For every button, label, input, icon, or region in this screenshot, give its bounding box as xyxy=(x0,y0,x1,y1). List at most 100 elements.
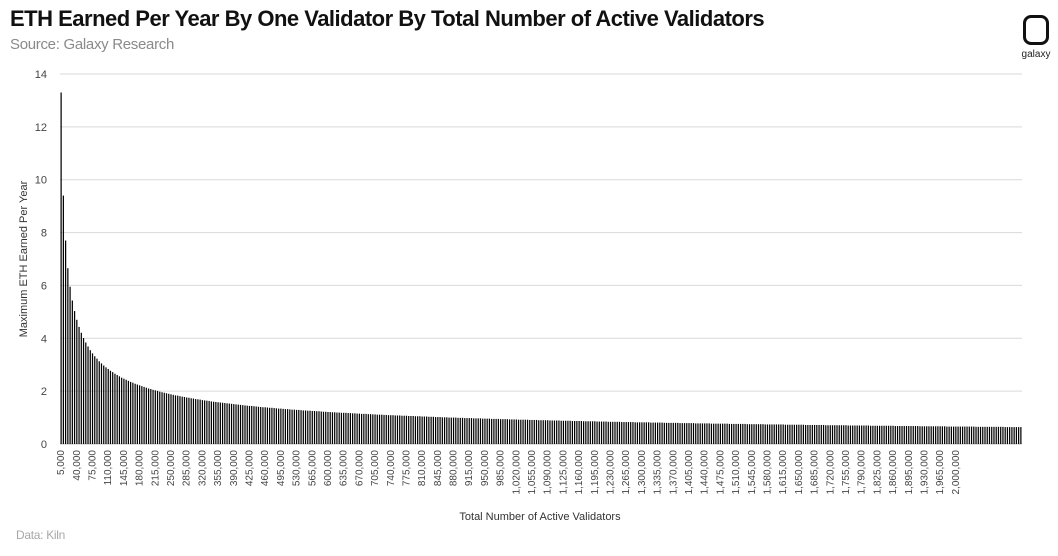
bar xyxy=(109,370,112,444)
bar xyxy=(538,420,540,444)
bar xyxy=(908,426,910,444)
bar xyxy=(130,381,132,444)
x-tick-label: 180,000 xyxy=(135,450,146,487)
bar xyxy=(598,421,600,444)
y-axis-label: Maximum ETH Earned Per Year xyxy=(18,180,30,337)
bar xyxy=(381,414,383,444)
bar xyxy=(917,426,919,444)
x-tick-label: 1,370,000 xyxy=(668,450,679,495)
bar xyxy=(1018,427,1020,444)
bar xyxy=(165,393,168,444)
bar xyxy=(984,426,986,444)
bar xyxy=(455,417,457,444)
bar xyxy=(230,403,233,444)
bar xyxy=(854,425,856,444)
bar xyxy=(744,423,746,444)
y-tick-label: 2 xyxy=(41,386,47,398)
bar xyxy=(883,425,885,444)
bar xyxy=(316,411,318,444)
bar xyxy=(320,411,322,444)
x-tick-label: 1,195,000 xyxy=(590,450,601,495)
bar xyxy=(955,426,957,444)
x-tick-label: 1,930,000 xyxy=(919,450,930,495)
x-tick-label: 1,405,000 xyxy=(684,450,695,495)
bar xyxy=(123,378,125,444)
bar xyxy=(282,408,284,444)
bar xyxy=(394,415,396,444)
bar xyxy=(199,399,201,444)
bar xyxy=(450,417,452,444)
bar xyxy=(569,420,571,444)
x-tick-label: 1,055,000 xyxy=(527,450,538,495)
bar xyxy=(663,422,665,444)
bar xyxy=(735,423,737,444)
bar xyxy=(822,424,825,444)
bar xyxy=(944,426,946,444)
bar xyxy=(262,407,264,444)
bar xyxy=(152,389,154,444)
x-tick-label: 950,000 xyxy=(480,450,491,487)
bar xyxy=(764,424,766,444)
x-tick-label: 565,000 xyxy=(307,450,318,487)
bar xyxy=(502,419,504,444)
bar xyxy=(212,401,215,444)
bar xyxy=(852,425,854,444)
bar xyxy=(143,386,145,444)
bar xyxy=(141,386,143,444)
bar xyxy=(1006,427,1009,444)
bar xyxy=(562,420,565,444)
bar xyxy=(103,365,105,444)
bar xyxy=(623,422,625,444)
bar xyxy=(843,425,845,444)
bar xyxy=(136,384,138,444)
bar xyxy=(479,418,482,444)
bar xyxy=(190,398,192,444)
bar xyxy=(591,421,594,444)
bar xyxy=(634,422,636,444)
bar xyxy=(582,421,585,444)
bar xyxy=(937,426,939,444)
x-tick-label: 1,300,000 xyxy=(637,450,648,495)
bar xyxy=(298,409,300,444)
bar xyxy=(1002,426,1004,444)
bar xyxy=(551,420,553,444)
bar xyxy=(138,385,141,444)
bar xyxy=(71,300,73,444)
bar xyxy=(739,423,742,444)
bar xyxy=(257,406,260,444)
bar xyxy=(172,394,174,444)
bar xyxy=(553,420,556,444)
bar xyxy=(210,401,212,444)
bar xyxy=(248,405,251,444)
bar xyxy=(378,414,381,444)
bar xyxy=(935,426,937,444)
bar xyxy=(630,422,632,444)
x-tick-label: 1,580,000 xyxy=(762,450,773,495)
bar xyxy=(197,399,199,444)
x-tick-label: 495,000 xyxy=(276,450,287,487)
bar xyxy=(654,422,656,444)
bar xyxy=(221,402,224,444)
x-tick-label: 1,265,000 xyxy=(621,450,632,495)
x-tick-label: 985,000 xyxy=(496,450,507,487)
bar xyxy=(269,407,271,444)
data-source-note: Data: Kiln xyxy=(16,528,66,542)
bar xyxy=(360,413,363,444)
bar xyxy=(856,425,858,444)
bar xyxy=(85,342,87,444)
bar xyxy=(612,421,614,444)
bar xyxy=(932,426,935,444)
bar xyxy=(529,419,531,444)
bar xyxy=(372,414,374,444)
bar xyxy=(1000,426,1002,444)
bar xyxy=(800,424,802,444)
bar xyxy=(690,423,692,444)
bar xyxy=(686,423,688,444)
bar xyxy=(488,418,491,444)
x-tick-label: 915,000 xyxy=(464,450,475,487)
bar xyxy=(858,425,861,444)
bar xyxy=(414,416,417,444)
bar xyxy=(838,425,840,444)
bar xyxy=(760,424,762,444)
bar xyxy=(668,422,670,444)
